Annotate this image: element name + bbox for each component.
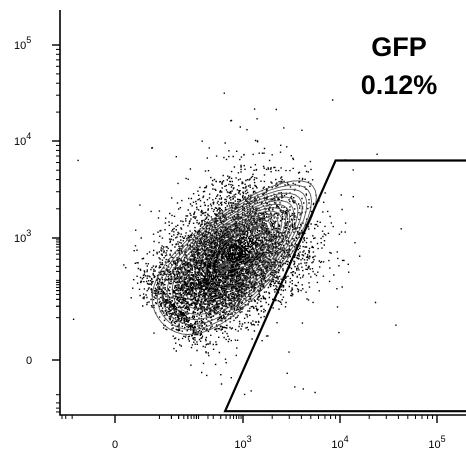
contour-line	[161, 188, 308, 326]
contour-line	[211, 219, 272, 277]
contour-line	[188, 207, 287, 299]
contour-peak	[217, 260, 232, 274]
contour-peak	[221, 264, 228, 271]
contour-line	[166, 192, 303, 320]
contour-line	[182, 203, 291, 305]
gfp-gate[interactable]	[223, 159, 466, 413]
contour-line	[156, 184, 312, 331]
density-contours	[151, 180, 317, 335]
contour-line	[151, 180, 317, 335]
y-tick-label: 0	[26, 355, 32, 367]
contour-line	[177, 200, 295, 310]
contour-line	[193, 210, 283, 294]
contour-peak	[254, 227, 263, 235]
x-tick-label: 0	[112, 439, 118, 451]
contour-peak	[219, 262, 230, 272]
contour-line	[199, 213, 279, 288]
contour-peak	[250, 223, 267, 239]
contour-peak	[252, 225, 265, 237]
gate-percent-label: 0.12%	[361, 70, 438, 100]
contour-line	[205, 216, 276, 283]
contour-line	[171, 196, 299, 315]
gate-name-label: GFP	[371, 32, 427, 62]
